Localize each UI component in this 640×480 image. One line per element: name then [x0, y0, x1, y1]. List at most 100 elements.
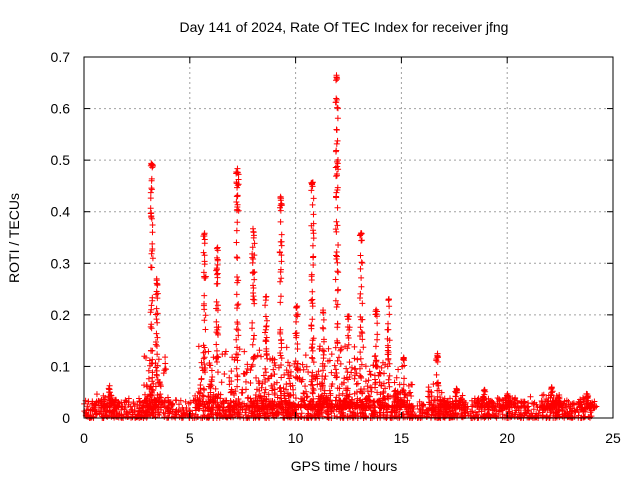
- data-point: [201, 344, 208, 351]
- data-point: [374, 320, 381, 327]
- data-point: [316, 345, 323, 352]
- data-point: [477, 403, 484, 410]
- data-point: [151, 396, 158, 403]
- data-point: [351, 375, 358, 382]
- data-point: [233, 326, 240, 333]
- data-point: [157, 381, 164, 388]
- data-point: [425, 384, 432, 391]
- data-point: [310, 220, 317, 227]
- data-point: [254, 352, 261, 359]
- data-point: [409, 381, 416, 388]
- data-point: [329, 381, 336, 388]
- data-point: [328, 401, 335, 408]
- data-point: [386, 303, 393, 310]
- data-point: [278, 231, 285, 238]
- data-point: [319, 347, 326, 354]
- data-point: [294, 340, 301, 347]
- data-point: [151, 396, 158, 403]
- data-point: [385, 320, 392, 327]
- data-point: [354, 380, 361, 387]
- data-point: [395, 366, 402, 373]
- data-point: [290, 400, 297, 407]
- data-point: [409, 404, 416, 411]
- data-point: [310, 385, 317, 392]
- data-point: [292, 358, 299, 365]
- data-point: [416, 398, 423, 405]
- data-point: [290, 386, 297, 393]
- data-point: [536, 407, 543, 414]
- data-point: [176, 401, 183, 408]
- data-point: [143, 382, 150, 389]
- data-point: [333, 140, 340, 147]
- data-point: [334, 204, 341, 211]
- data-point: [187, 399, 194, 406]
- data-point: [309, 382, 316, 389]
- data-point: [127, 403, 134, 410]
- data-point: [344, 401, 351, 408]
- data-point: [345, 341, 352, 348]
- data-point: [327, 392, 334, 399]
- data-point: [145, 393, 152, 400]
- data-point: [374, 363, 381, 370]
- data-point: [344, 324, 351, 331]
- data-point: [234, 302, 241, 309]
- data-point: [434, 380, 441, 387]
- data-point: [440, 402, 447, 409]
- data-point: [359, 259, 366, 266]
- data-point: [435, 407, 442, 414]
- data-point: [348, 369, 355, 376]
- data-point: [283, 344, 290, 351]
- data-point: [379, 359, 386, 366]
- data-point: [287, 368, 294, 375]
- data-point: [277, 269, 284, 276]
- data-point: [108, 392, 115, 399]
- data-point: [104, 413, 111, 420]
- data-point: [357, 265, 364, 272]
- data-point: [303, 394, 310, 401]
- data-point: [256, 347, 263, 354]
- grid-lines: [84, 57, 613, 418]
- data-point: [345, 404, 352, 411]
- data-point: [521, 411, 528, 418]
- data-point: [394, 396, 401, 403]
- data-point: [215, 324, 222, 331]
- x-tick-label: 0: [80, 430, 88, 446]
- data-point: [277, 207, 284, 214]
- data-point: [213, 305, 220, 312]
- data-point: [393, 374, 400, 381]
- data-point: [362, 378, 369, 385]
- data-point: [221, 370, 228, 377]
- data-point: [308, 354, 315, 361]
- data-point: [449, 413, 456, 420]
- data-point: [158, 399, 165, 406]
- data-point: [538, 397, 545, 404]
- data-point: [272, 401, 279, 408]
- data-point: [548, 391, 555, 398]
- data-point: [385, 376, 392, 383]
- data-point: [274, 394, 281, 401]
- data-point: [213, 341, 220, 348]
- data-point: [213, 404, 220, 411]
- data-point: [244, 361, 251, 368]
- data-point: [278, 252, 285, 259]
- data-point: [559, 405, 566, 412]
- data-point: [182, 398, 189, 405]
- data-point: [332, 344, 339, 351]
- data-point: [359, 336, 366, 343]
- data-point: [443, 401, 450, 408]
- data-point: [384, 342, 391, 349]
- data-point: [220, 398, 227, 405]
- data-point: [343, 365, 350, 372]
- data-points: [81, 72, 600, 421]
- data-point: [250, 269, 257, 276]
- data-point: [206, 399, 213, 406]
- data-point: [155, 356, 162, 363]
- data-point: [147, 264, 154, 271]
- data-point: [92, 410, 99, 417]
- data-point: [543, 403, 550, 410]
- data-point: [153, 291, 160, 298]
- data-point: [277, 350, 284, 357]
- data-point: [160, 370, 167, 377]
- data-point: [147, 404, 154, 411]
- data-point: [499, 411, 506, 418]
